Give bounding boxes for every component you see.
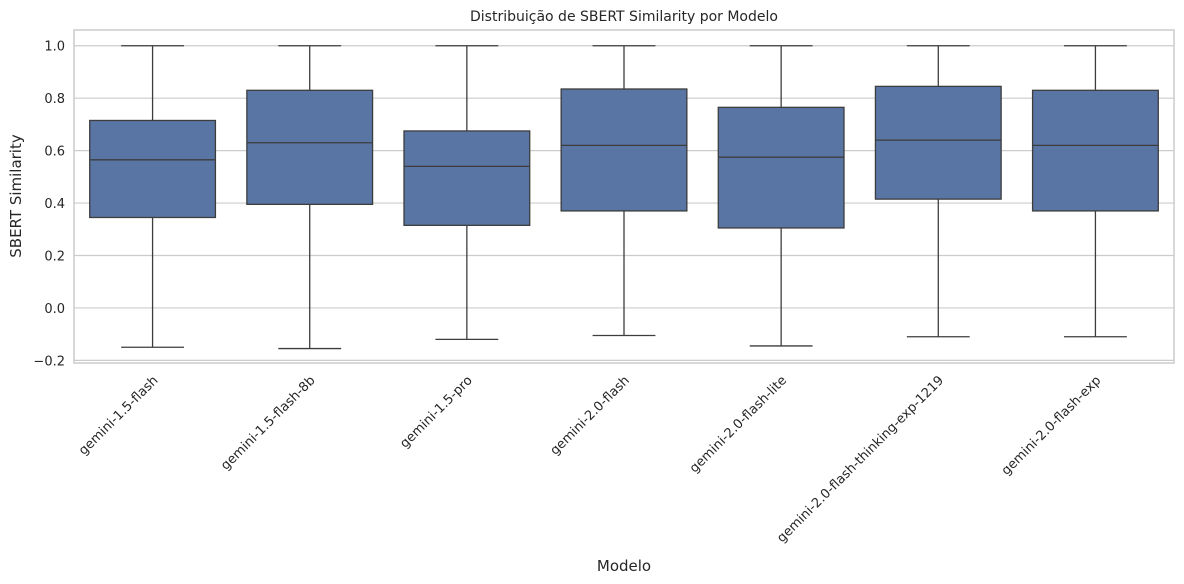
x-tick-label: gemini-1.5-flash bbox=[76, 373, 161, 458]
iqr-box bbox=[874, 85, 1002, 200]
box-gemini-2.0-flash-thinking-exp-1219 bbox=[874, 45, 1002, 338]
y-tick-label: 1.0 bbox=[44, 40, 65, 55]
iqr-box bbox=[89, 119, 217, 219]
x-tick-label: gemini-2.0-flash-lite bbox=[687, 373, 790, 476]
y-tick-label: 0.0 bbox=[44, 302, 65, 317]
y-ticks: −0.2 0.0 0.2 0.4 0.6 0.8 1.0 bbox=[33, 40, 65, 370]
box-gemini-1.5-flash-8b bbox=[246, 45, 374, 350]
box-gemini-1.5-flash bbox=[89, 45, 217, 348]
box-gemini-1.5-pro bbox=[403, 45, 531, 341]
y-tick-label: 0.6 bbox=[44, 145, 65, 160]
box-gemini-2.0-flash bbox=[560, 45, 688, 337]
y-tick-label: 0.8 bbox=[44, 92, 65, 107]
iqr-box bbox=[1031, 89, 1159, 212]
plot-frame bbox=[73, 29, 1175, 364]
iqr-box bbox=[403, 130, 531, 226]
x-tick-label: gemini-1.5-pro bbox=[397, 373, 475, 451]
x-tick-label: gemini-1.5-flash-8b bbox=[218, 373, 318, 473]
x-ticks: gemini-1.5-flash gemini-1.5-flash-8b gemin… bbox=[76, 373, 1104, 546]
iqr-box bbox=[246, 89, 374, 206]
x-tick-label: gemini-2.0-flash-exp bbox=[999, 373, 1104, 478]
box-gemini-2.0-flash-exp bbox=[1031, 45, 1159, 338]
chart-title: Distribuição de SBERT Similarity por Mod… bbox=[470, 9, 778, 25]
iqr-box bbox=[717, 106, 845, 229]
y-tick-label: 0.4 bbox=[44, 197, 65, 212]
x-tick-label: gemini-2.0-flash bbox=[548, 373, 633, 458]
x-axis-label: Modelo bbox=[597, 557, 651, 575]
x-tick-label: gemini-2.0-flash-thinking-exp-1219 bbox=[774, 373, 947, 546]
y-tick-label: 0.2 bbox=[44, 249, 65, 264]
y-tick-label: −0.2 bbox=[33, 354, 65, 369]
box-gemini-2.0-flash-lite bbox=[717, 45, 845, 347]
y-axis-label: SBERT Similarity bbox=[7, 134, 25, 258]
box-layer bbox=[89, 45, 1159, 350]
iqr-box bbox=[560, 88, 688, 212]
